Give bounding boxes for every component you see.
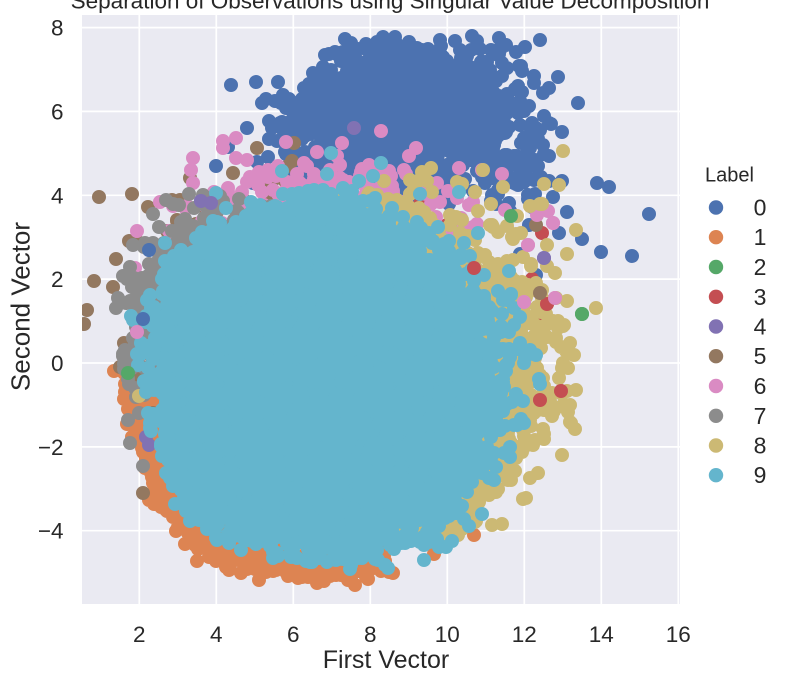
svg-text:8: 8 bbox=[51, 16, 64, 41]
svg-text:First Vector: First Vector bbox=[323, 646, 449, 674]
svg-text:0: 0 bbox=[51, 351, 64, 376]
svg-text:6: 6 bbox=[287, 622, 300, 647]
svg-text:4: 4 bbox=[51, 183, 64, 208]
svg-text:6: 6 bbox=[51, 99, 64, 124]
svg-text:Separation of Observations usi: Separation of Observations using Singula… bbox=[71, 0, 710, 14]
svg-text:16: 16 bbox=[666, 622, 691, 647]
svg-text:14: 14 bbox=[589, 622, 614, 647]
svg-text:7: 7 bbox=[754, 403, 767, 429]
svg-text:Second Vector: Second Vector bbox=[6, 222, 36, 391]
svg-text:1: 1 bbox=[754, 224, 767, 250]
svg-text:8: 8 bbox=[754, 433, 767, 459]
svg-text:2: 2 bbox=[754, 254, 767, 280]
svg-text:3: 3 bbox=[754, 284, 767, 310]
svg-text:5: 5 bbox=[754, 343, 767, 369]
svg-text:10: 10 bbox=[435, 622, 460, 647]
svg-text:2: 2 bbox=[133, 622, 146, 647]
svg-text:9: 9 bbox=[754, 462, 767, 488]
svg-text:2: 2 bbox=[51, 267, 64, 292]
svg-text:−4: −4 bbox=[38, 519, 64, 544]
svg-text:6: 6 bbox=[754, 373, 767, 399]
svg-text:−2: −2 bbox=[38, 435, 64, 460]
svg-text:12: 12 bbox=[512, 622, 537, 647]
svg-text:Label: Label bbox=[705, 165, 754, 187]
svg-text:4: 4 bbox=[210, 622, 223, 647]
svg-text:8: 8 bbox=[364, 622, 377, 647]
svg-text:4: 4 bbox=[754, 314, 767, 340]
svg-text:0: 0 bbox=[754, 195, 767, 221]
